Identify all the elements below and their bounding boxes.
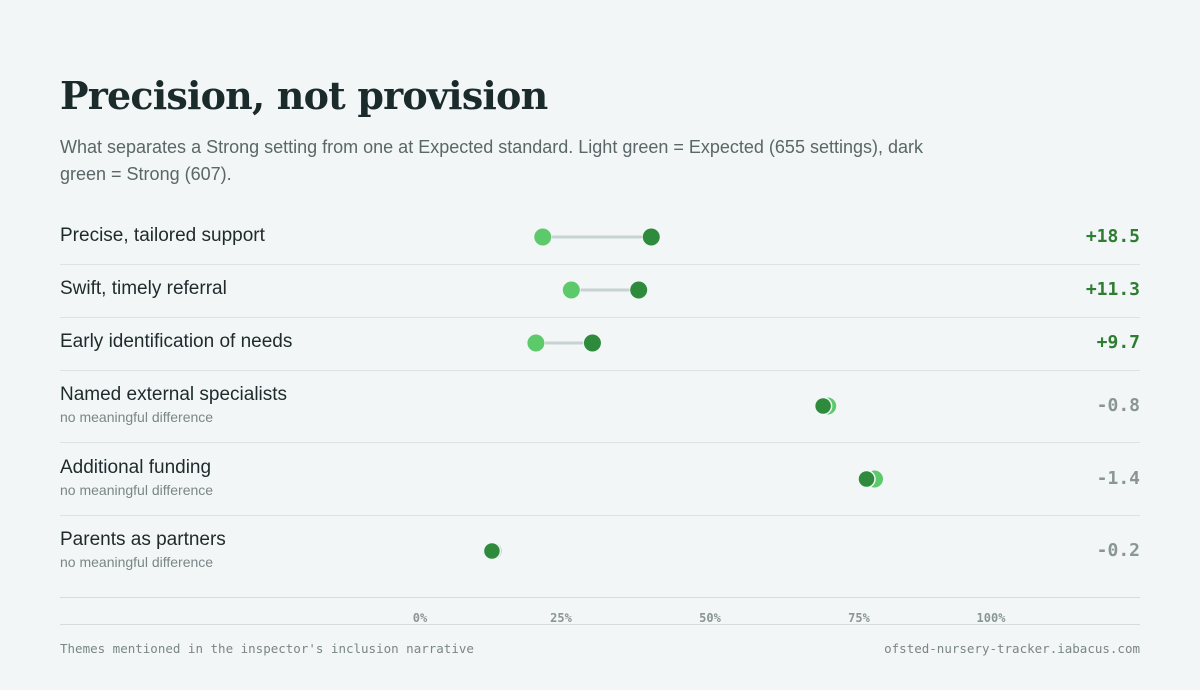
chart-row: Precise, tailored support +18.5 xyxy=(60,211,1140,264)
row-delta-value: +9.7 xyxy=(1096,332,1140,353)
row-separator xyxy=(60,442,1140,443)
chart-row: Named external specialists no meaningful … xyxy=(60,370,1140,442)
x-tick-label: 100% xyxy=(976,611,1006,625)
row-delta-value: +18.5 xyxy=(1085,226,1140,247)
row-separator xyxy=(60,515,1140,516)
row-delta-value: -0.8 xyxy=(1096,395,1140,416)
row-delta-value: -1.4 xyxy=(1096,468,1140,489)
x-tick-label: 0% xyxy=(412,611,428,625)
chart-subtitle: What separates a Strong setting from one… xyxy=(60,137,923,184)
row-label: Parents as partners xyxy=(60,529,226,550)
chart-row: Parents as partners no meaningful differe… xyxy=(60,515,1140,587)
row-separator xyxy=(60,317,1140,318)
axis-bottom-rule xyxy=(60,624,1140,625)
chart-row: Additional funding no meaningful differen… xyxy=(60,442,1140,515)
row-delta-value: +11.3 xyxy=(1085,279,1140,300)
row-note: no meaningful difference xyxy=(60,409,214,425)
axis-top-rule xyxy=(60,597,1140,598)
row-label: Swift, timely referral xyxy=(60,278,227,299)
row-label: Early identification of needs xyxy=(60,331,293,352)
row-note: no meaningful difference xyxy=(60,482,214,498)
row-label: Named external specialists xyxy=(60,384,288,405)
footer-source-link[interactable]: ofsted-nursery-tracker.iabacus.com xyxy=(884,641,1140,656)
x-tick-label: 50% xyxy=(699,611,721,625)
row-separator xyxy=(60,370,1140,371)
chart-title: Precision, not provision xyxy=(60,73,548,118)
footer-caption: Themes mentioned in the inspector's incl… xyxy=(60,641,474,656)
chart-row: Early identification of needs +9.7 xyxy=(60,317,1140,370)
x-tick-label: 75% xyxy=(848,611,870,625)
row-separator xyxy=(60,264,1140,265)
row-label: Additional funding xyxy=(60,457,212,478)
chart-row: Swift, timely referral +11.3 xyxy=(60,264,1140,317)
row-delta-value: -0.2 xyxy=(1096,540,1140,561)
x-tick-label: 25% xyxy=(550,611,572,625)
row-label: Precise, tailored support xyxy=(60,225,265,246)
row-note: no meaningful difference xyxy=(60,554,214,570)
